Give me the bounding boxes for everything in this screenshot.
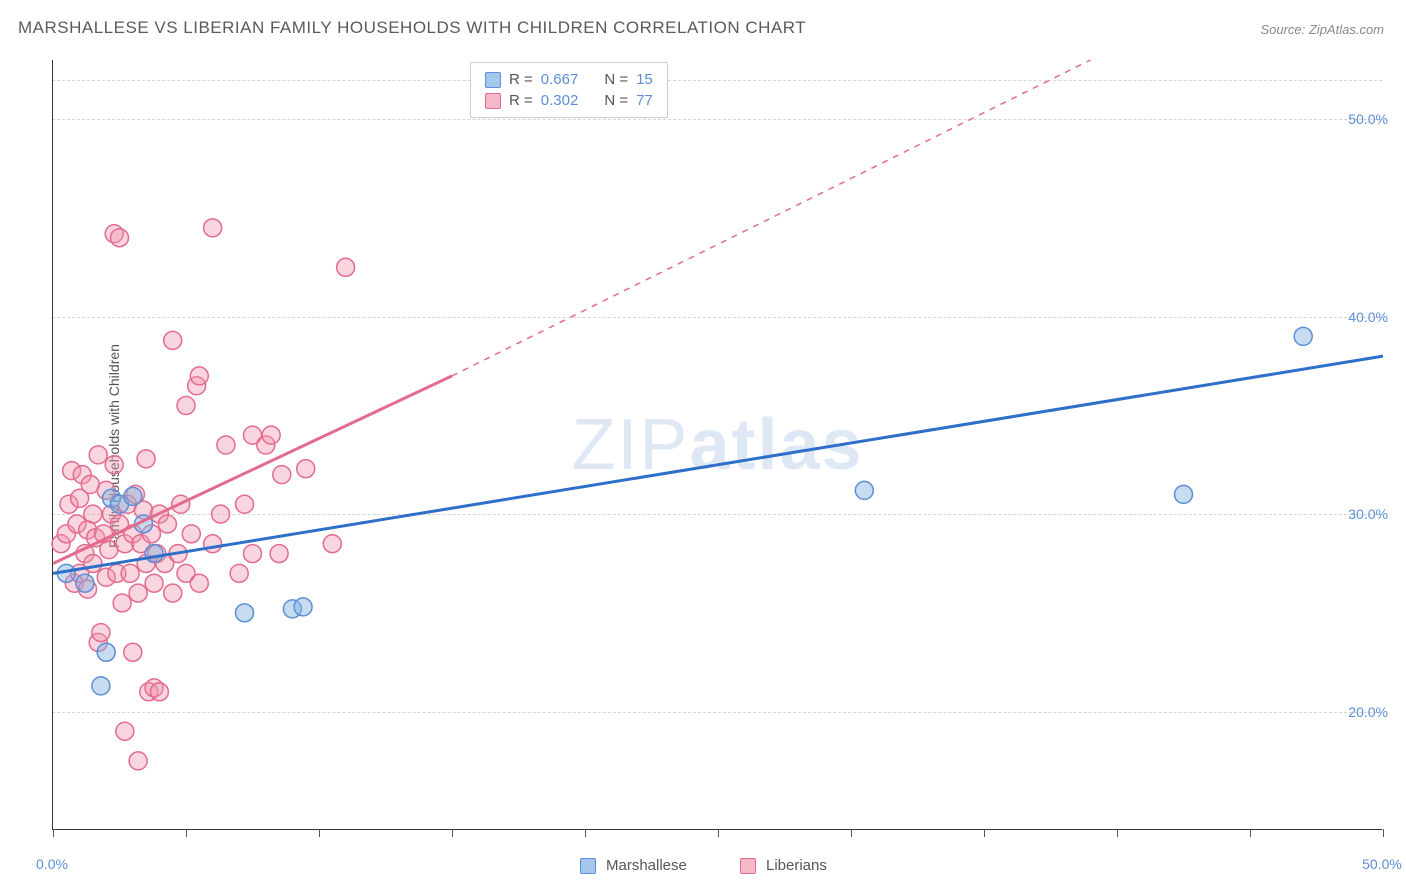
point-liberians [217,436,235,454]
legend-swatch-blue-icon [580,858,596,874]
point-liberians [164,331,182,349]
point-liberians [92,624,110,642]
legend-series1: Marshallese [580,857,687,874]
point-liberians [111,229,129,247]
point-liberians [190,367,208,385]
legend-label-1: Marshallese [606,857,687,874]
r-label-2: R = [509,92,533,109]
point-liberians [129,584,147,602]
scatter-svg [53,60,1383,830]
stats-row-1: R = 0.667 N = 15 [485,69,653,90]
r-value-2: 0.302 [541,92,579,109]
point-liberians [145,574,163,592]
point-liberians [323,535,341,553]
x-tick [851,829,852,837]
point-liberians [137,450,155,468]
point-liberians [105,456,123,474]
point-marshallese [855,481,873,499]
plot-area: ZIPatlas [52,60,1382,830]
point-liberians [212,505,230,523]
n-label-1: N = [604,71,628,88]
point-marshallese [145,545,163,563]
point-marshallese [124,487,142,505]
legend-swatch-pink-icon [740,858,756,874]
point-liberians [150,683,168,701]
point-liberians [164,584,182,602]
point-liberians [297,460,315,478]
point-marshallese [76,574,94,592]
point-liberians [337,258,355,276]
legend-series2: Liberians [740,857,827,874]
point-liberians [121,564,139,582]
n-value-2: 77 [636,92,653,109]
point-marshallese [92,677,110,695]
point-liberians [129,752,147,770]
stats-row-2: R = 0.302 N = 77 [485,90,653,111]
point-marshallese [1175,485,1193,503]
point-liberians [182,525,200,543]
point-liberians [84,505,102,523]
point-liberians [244,545,262,563]
x-tick-label: 50.0% [1362,856,1402,872]
point-liberians [204,219,222,237]
point-liberians [177,397,195,415]
x-tick [1117,829,1118,837]
n-label-2: N = [604,92,628,109]
source-label: Source: ZipAtlas.com [1260,22,1384,37]
point-liberians [236,495,254,513]
x-tick [1250,829,1251,837]
x-tick [585,829,586,837]
point-liberians [273,466,291,484]
point-liberians [230,564,248,582]
r-value-1: 0.667 [541,71,579,88]
chart-container: MARSHALLESE VS LIBERIAN FAMILY HOUSEHOLD… [0,0,1406,892]
point-liberians [270,545,288,563]
swatch-blue-icon [485,72,501,88]
n-value-1: 15 [636,71,653,88]
point-liberians [262,426,280,444]
point-marshallese [97,643,115,661]
point-liberians [89,446,107,464]
point-liberians [116,722,134,740]
chart-title: MARSHALLESE VS LIBERIAN FAMILY HOUSEHOLD… [18,18,806,38]
regression-line [53,356,1383,573]
r-label-1: R = [509,71,533,88]
point-liberians [84,554,102,572]
point-liberians [113,594,131,612]
point-marshallese [294,598,312,616]
x-tick [718,829,719,837]
x-tick [984,829,985,837]
point-liberians [124,643,142,661]
point-liberians [158,515,176,533]
point-marshallese [1294,327,1312,345]
point-liberians [190,574,208,592]
swatch-pink-icon [485,93,501,109]
x-tick [186,829,187,837]
point-marshallese [236,604,254,622]
point-liberians [204,535,222,553]
x-tick [452,829,453,837]
x-tick [53,829,54,837]
x-tick-label: 0.0% [36,856,68,872]
x-tick [1383,829,1384,837]
stats-box: R = 0.667 N = 15 R = 0.302 N = 77 [470,62,668,118]
legend-label-2: Liberians [766,857,827,874]
x-tick [319,829,320,837]
